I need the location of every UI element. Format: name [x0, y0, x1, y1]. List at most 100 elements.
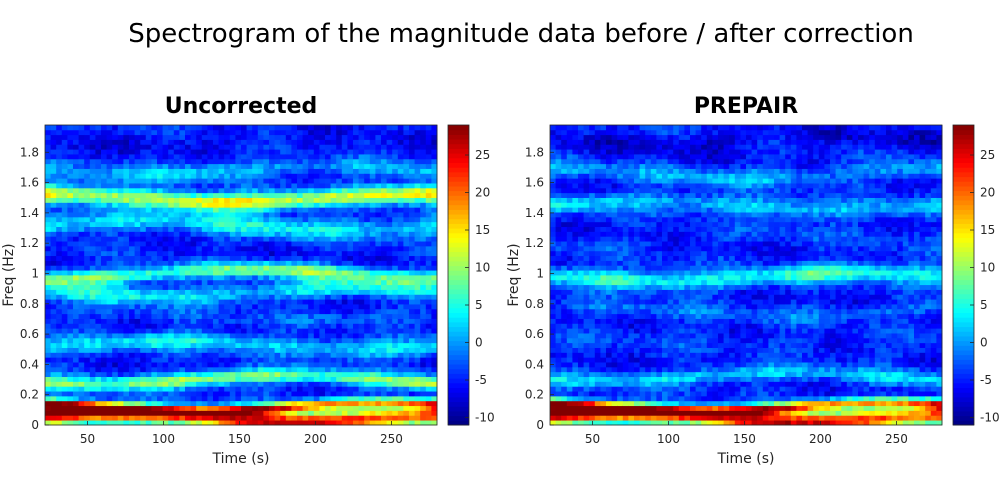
heatmap-cell — [151, 226, 158, 232]
heatmap-cell — [45, 415, 51, 421]
heatmap-cell — [106, 231, 113, 237]
heatmap-cell — [207, 308, 214, 315]
heatmap-cell — [291, 391, 298, 397]
heatmap-cell — [73, 318, 79, 324]
heatmap-cell — [375, 318, 382, 324]
heatmap-cell — [297, 221, 303, 228]
heatmap-cell — [583, 245, 590, 252]
heatmap-cell — [375, 241, 382, 247]
heatmap-cell — [297, 381, 303, 387]
y-tick-label: 0.6 — [20, 327, 39, 341]
heatmap-cell — [325, 250, 331, 257]
heatmap-cell — [414, 255, 421, 261]
heatmap-cell — [583, 420, 590, 426]
heatmap-cell — [274, 207, 281, 213]
heatmap-cell — [151, 371, 158, 378]
heatmap-cell — [257, 318, 264, 324]
heatmap-cell — [56, 371, 63, 378]
heatmap-cell — [297, 202, 303, 208]
heatmap-cell — [364, 386, 371, 392]
heatmap-cell — [280, 323, 287, 329]
y-tick-label: 1.2 — [20, 236, 39, 250]
heatmap-cell — [369, 178, 376, 184]
heatmap-cell — [425, 154, 432, 160]
heatmap-cell — [425, 255, 432, 261]
heatmap-cell — [134, 226, 141, 232]
heatmap-cell — [263, 313, 270, 319]
heatmap-cell — [117, 304, 124, 310]
heatmap-cell — [73, 333, 79, 339]
heatmap-cell — [397, 366, 404, 373]
heatmap-cell — [381, 342, 387, 348]
heatmap-cell — [117, 386, 124, 392]
heatmap-cell — [330, 187, 337, 194]
heatmap-cell — [280, 134, 287, 140]
heatmap-cell — [190, 400, 197, 407]
heatmap-cell — [578, 391, 584, 397]
heatmap-cell — [218, 265, 225, 271]
heatmap-cell — [274, 410, 281, 416]
heatmap-cell — [151, 241, 158, 247]
colorbar-segment — [448, 420, 469, 426]
heatmap-cell — [218, 187, 225, 194]
heatmap-cell — [583, 163, 590, 169]
heatmap-cell — [263, 357, 270, 363]
heatmap-cell — [274, 294, 281, 300]
heatmap-cell — [123, 284, 130, 290]
heatmap-cell — [173, 158, 180, 165]
heatmap-cell — [561, 289, 568, 295]
heatmap-cell — [246, 420, 253, 426]
heatmap-cell — [95, 212, 102, 218]
heatmap-cell — [578, 284, 584, 290]
heatmap-cell — [224, 149, 231, 155]
heatmap-cell — [129, 284, 135, 290]
heatmap-cell — [347, 337, 354, 344]
heatmap-cell — [330, 158, 337, 165]
heatmap-cell — [73, 304, 79, 310]
heatmap-cell — [578, 395, 584, 402]
heatmap-cell — [313, 255, 320, 261]
heatmap-cell — [190, 241, 197, 247]
heatmap-cell — [425, 149, 432, 155]
heatmap-cell — [263, 381, 270, 387]
heatmap-cell — [117, 299, 124, 305]
heatmap-cell — [112, 260, 119, 266]
heatmap-cell — [185, 202, 191, 208]
heatmap-cell — [274, 279, 281, 286]
heatmap-cell — [561, 395, 568, 402]
heatmap-cell — [572, 284, 579, 290]
heatmap-cell — [297, 255, 303, 261]
heatmap-cell — [347, 400, 354, 407]
heatmap-cell — [224, 260, 231, 266]
heatmap-cell — [358, 400, 365, 407]
heatmap-cell — [246, 270, 253, 276]
heatmap-cell — [414, 400, 421, 407]
heatmap-cell — [325, 415, 331, 421]
heatmap-cell — [252, 299, 259, 305]
heatmap-cell — [566, 207, 573, 213]
heatmap-cell — [101, 129, 107, 136]
heatmap-cell — [364, 192, 371, 198]
heatmap-cell — [403, 304, 410, 310]
heatmap-cell — [140, 386, 147, 392]
heatmap-cell — [375, 270, 382, 276]
heatmap-cell — [263, 391, 270, 397]
heatmap-cell — [358, 323, 365, 329]
heatmap-cell — [302, 163, 309, 169]
heatmap-cell — [347, 415, 354, 421]
heatmap-cell — [375, 342, 382, 348]
heatmap-cell — [173, 139, 180, 145]
heatmap-cell — [106, 245, 113, 252]
heatmap-cell — [201, 144, 208, 150]
heatmap-cell — [308, 391, 315, 397]
heatmap-cell — [179, 357, 186, 363]
heatmap-cell — [403, 226, 410, 232]
heatmap-cell — [173, 289, 180, 295]
heatmap-cell — [431, 362, 438, 368]
heatmap-cell — [578, 231, 584, 237]
heatmap-cell — [56, 265, 63, 271]
heatmap-cell — [369, 357, 376, 363]
heatmap-cell — [61, 178, 68, 184]
heatmap-cell — [140, 187, 147, 194]
heatmap-cell — [583, 366, 590, 373]
